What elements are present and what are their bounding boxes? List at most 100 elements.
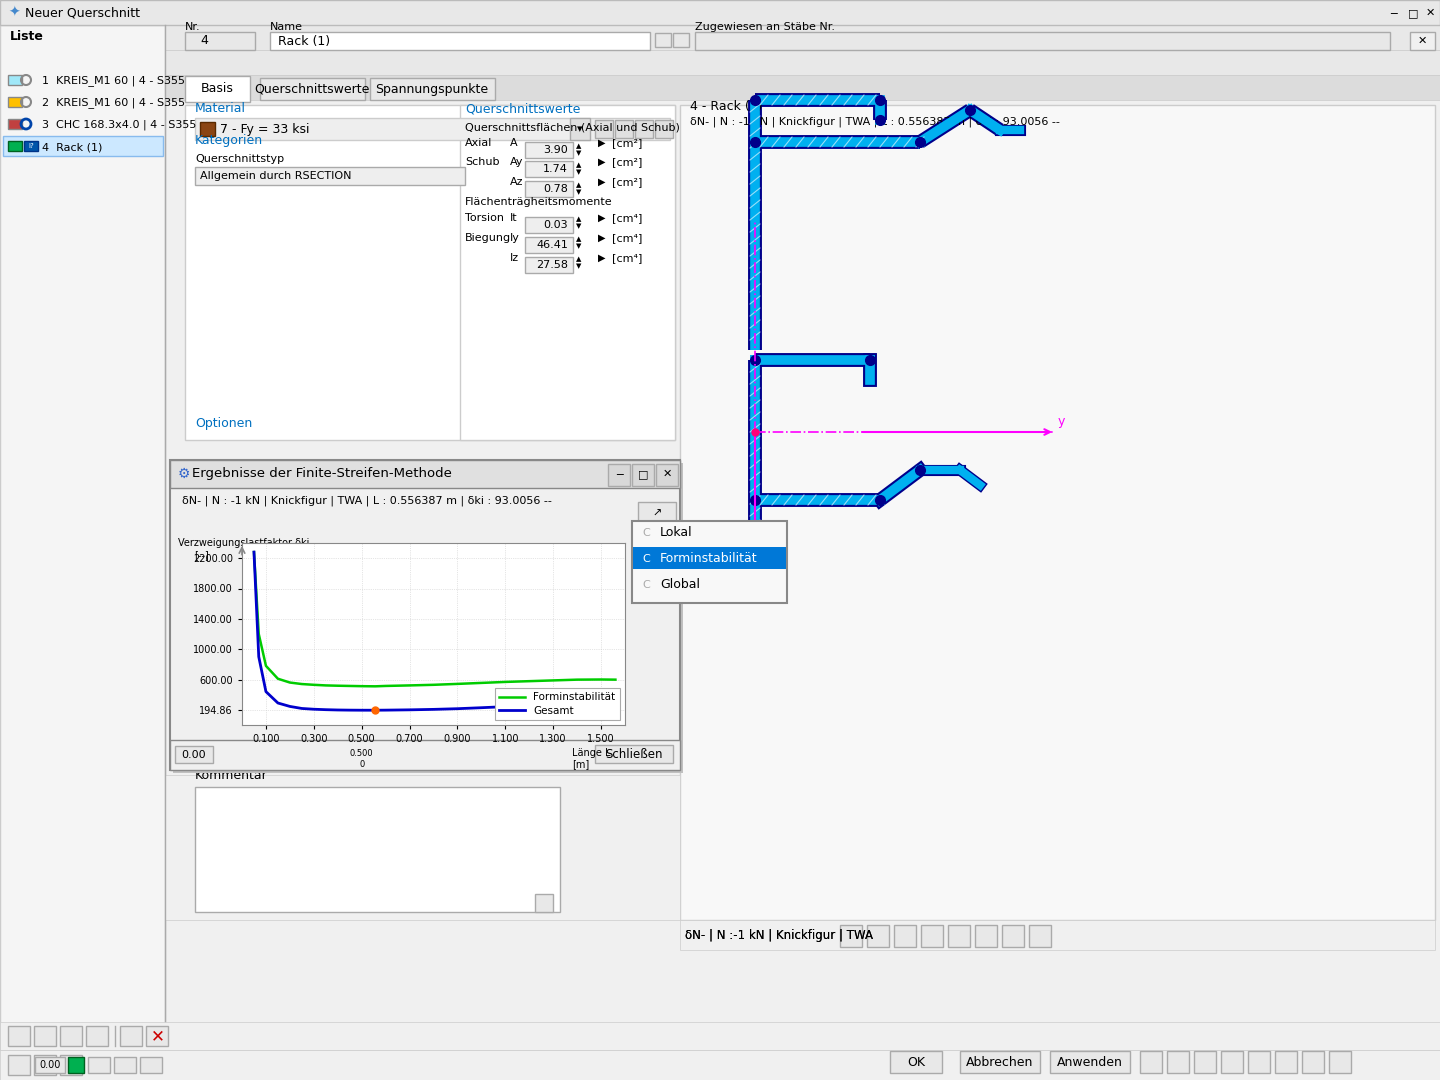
- Bar: [655, 33, 671, 48]
- Text: ⚙: ⚙: [179, 467, 190, 481]
- Bar: [166, 75, 1440, 100]
- Forminstabilität: [544, 674, 562, 687]
- Bar: [1166, 1051, 1189, 1074]
- Bar: [975, 924, 996, 947]
- Text: Forminstabilität: Forminstabilität: [660, 553, 757, 566]
- Bar: [35, 1026, 56, 1047]
- Text: Iz: Iz: [510, 253, 520, 264]
- Text: Abbrechen: Abbrechen: [966, 1055, 1034, 1068]
- Gesamt: [521, 699, 539, 712]
- Text: C: C: [654, 561, 661, 571]
- Gesamt: [472, 701, 490, 714]
- Bar: [635, 120, 652, 138]
- Bar: [9, 97, 22, 107]
- Text: y: y: [1058, 415, 1066, 428]
- Bar: [86, 1026, 108, 1047]
- Text: 7 - Fy = 33 ksi: 7 - Fy = 33 ksi: [220, 122, 310, 135]
- Bar: [170, 460, 680, 770]
- Forminstabilität: [317, 679, 334, 692]
- Text: Liste: Liste: [10, 30, 43, 43]
- Bar: [1302, 1051, 1323, 1074]
- Bar: [166, 50, 1440, 75]
- Bar: [9, 141, 22, 151]
- Text: Basis: Basis: [200, 82, 233, 95]
- Text: ▶: ▶: [598, 157, 605, 167]
- Bar: [35, 1055, 56, 1075]
- Text: Ergebnisse der Finite-Streifen-Methode: Ergebnisse der Finite-Streifen-Methode: [192, 468, 452, 481]
- Bar: [696, 32, 1390, 50]
- Forminstabilität: [341, 679, 359, 692]
- Text: Querschnittstyp: Querschnittstyp: [194, 154, 284, 164]
- Forminstabilität: [258, 660, 275, 673]
- Bar: [632, 521, 788, 603]
- Forminstabilität: [606, 673, 624, 686]
- Text: Zugewiesen an Stäbe Nr.: Zugewiesen an Stäbe Nr.: [696, 22, 835, 32]
- Text: ✕: ✕: [662, 469, 671, 480]
- Bar: [194, 118, 670, 140]
- Bar: [1248, 1051, 1270, 1074]
- Text: ▶: ▶: [598, 177, 605, 187]
- Text: C: C: [642, 528, 649, 538]
- Gesamt: [425, 703, 442, 716]
- Text: [cm²]: [cm²]: [612, 157, 642, 167]
- Text: Material: Material: [194, 102, 246, 114]
- Bar: [170, 740, 680, 770]
- Bar: [608, 464, 631, 486]
- Forminstabilität: [400, 679, 418, 692]
- Bar: [9, 1026, 30, 1047]
- Gesamt: [353, 704, 370, 717]
- Bar: [261, 78, 364, 100]
- Forminstabilität: [330, 679, 347, 692]
- Bar: [1030, 924, 1051, 947]
- Text: ▶: ▶: [598, 253, 605, 264]
- Text: 46.41: 46.41: [536, 240, 567, 249]
- Bar: [840, 924, 863, 947]
- Bar: [638, 554, 675, 578]
- Bar: [526, 141, 573, 158]
- Bar: [536, 894, 553, 912]
- Bar: [1329, 1051, 1351, 1074]
- Text: OK: OK: [907, 1055, 924, 1068]
- Text: 2  KREIS_M1 60 | 4 - S355: 2 KREIS_M1 60 | 4 - S355: [42, 97, 186, 108]
- Text: 0.03: 0.03: [543, 220, 567, 230]
- Text: □: □: [638, 469, 648, 480]
- Text: □: □: [1408, 8, 1418, 18]
- Bar: [526, 161, 573, 177]
- Gesamt: [330, 703, 347, 716]
- Text: 0.00: 0.00: [39, 1059, 60, 1070]
- Bar: [672, 33, 688, 48]
- Bar: [526, 217, 573, 233]
- Text: [cm⁴]: [cm⁴]: [612, 233, 642, 243]
- Bar: [1050, 1051, 1130, 1074]
- Gesamt: [251, 650, 268, 663]
- Text: ▾: ▾: [577, 124, 583, 134]
- Text: ✕: ✕: [1426, 8, 1436, 18]
- Bar: [271, 32, 649, 50]
- Bar: [0, 1022, 1440, 1050]
- Bar: [1194, 1051, 1215, 1074]
- Text: I?: I?: [29, 143, 35, 149]
- Text: 1.74: 1.74: [543, 164, 567, 174]
- Bar: [526, 237, 573, 253]
- Bar: [657, 464, 678, 486]
- Text: Optionen: Optionen: [194, 417, 252, 430]
- Text: Kommentar: Kommentar: [194, 769, 268, 782]
- Forminstabilität: [521, 675, 539, 688]
- Forminstabilität: [472, 676, 490, 689]
- Text: ✕: ✕: [151, 1027, 166, 1045]
- Gesamt: [400, 703, 418, 716]
- Bar: [948, 924, 971, 947]
- Text: ▶: ▶: [598, 213, 605, 222]
- Bar: [655, 120, 672, 138]
- Gesamt: [544, 698, 562, 711]
- Text: 0.500
0: 0.500 0: [350, 750, 373, 769]
- Forminstabilität: [251, 627, 268, 640]
- Text: Torsion: Torsion: [465, 213, 504, 222]
- Text: δN- | N : -1 kN | Knickfigur | TWA | L : 0.556387 m | δki : 93.0056 --: δN- | N : -1 kN | Knickfigur | TWA | L :…: [690, 117, 1060, 127]
- Bar: [894, 924, 916, 947]
- Bar: [9, 119, 22, 129]
- Bar: [184, 105, 675, 440]
- Text: Flächenträgheitsmomente: Flächenträgheitsmomente: [465, 197, 612, 207]
- Text: ▶: ▶: [598, 233, 605, 243]
- Forminstabilität: [569, 673, 586, 686]
